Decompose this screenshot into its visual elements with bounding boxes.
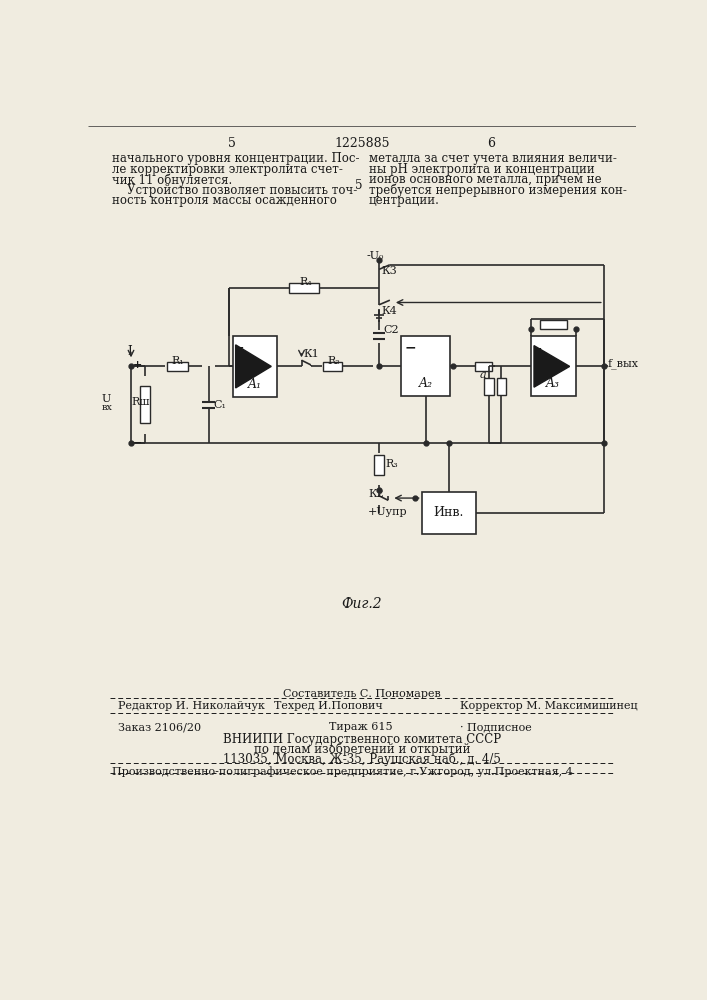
Text: К3: К3 xyxy=(381,266,397,276)
Text: A₁: A₁ xyxy=(248,378,262,391)
Text: C2: C2 xyxy=(383,325,399,335)
Text: +Uупр: +Uупр xyxy=(368,507,407,517)
Bar xyxy=(497,378,506,395)
Text: металла за счет учета влияния величи-: металла за счет учета влияния величи- xyxy=(369,152,617,165)
Text: · Подписное: · Подписное xyxy=(460,722,532,732)
Text: Rш: Rш xyxy=(131,397,149,407)
Text: К1: К1 xyxy=(303,349,319,359)
Text: К2: К2 xyxy=(368,489,384,499)
Text: R₃: R₃ xyxy=(385,459,398,469)
Polygon shape xyxy=(235,345,271,388)
Polygon shape xyxy=(534,346,570,387)
Text: 113035, Москва, Ж-35, Раушская наб., д. 4/5: 113035, Москва, Ж-35, Раушская наб., д. … xyxy=(223,753,501,766)
Text: C₁: C₁ xyxy=(213,400,226,410)
Text: Составитель С. Пономарев: Составитель С. Пономарев xyxy=(283,689,441,699)
Text: чик 11 обнуляется.: чик 11 обнуляется. xyxy=(112,173,232,187)
Text: ВНИИПИ Государственного комитета СССР: ВНИИПИ Государственного комитета СССР xyxy=(223,733,501,746)
Bar xyxy=(540,320,567,329)
Bar xyxy=(323,362,342,371)
Bar xyxy=(140,386,150,423)
Text: Редактор И. Николайчук: Редактор И. Николайчук xyxy=(118,701,264,711)
Text: −: − xyxy=(234,342,245,355)
Text: ность контроля массы осажденного: ность контроля массы осажденного xyxy=(112,194,337,207)
Text: Корректор М. Максимишинец: Корректор М. Максимишинец xyxy=(460,701,638,711)
Text: ле корректировки электролита счет-: ле корректировки электролита счет- xyxy=(112,163,342,176)
Text: a: a xyxy=(480,370,486,380)
Text: −: − xyxy=(532,343,542,354)
Text: Инв.: Инв. xyxy=(433,506,464,519)
Text: A₃: A₃ xyxy=(547,377,561,390)
Text: Устройство позволяет повысить точ-: Устройство позволяет повысить точ- xyxy=(112,184,357,197)
Text: ионов основного металла, причем не: ионов основного металла, причем не xyxy=(369,173,602,186)
Text: +: + xyxy=(532,365,542,376)
Text: 6: 6 xyxy=(487,137,496,150)
Text: -U₀: -U₀ xyxy=(366,251,384,261)
Bar xyxy=(233,336,277,397)
Text: U: U xyxy=(102,394,111,404)
Text: R₂: R₂ xyxy=(327,356,339,366)
Text: 5: 5 xyxy=(228,137,235,150)
Text: по делам изобретений и открытий: по делам изобретений и открытий xyxy=(254,743,470,756)
Text: Производственно-полиграфическое предприятие, г.Ужгород, ул.Проектная, 4: Производственно-полиграфическое предприя… xyxy=(112,766,573,777)
Text: 1225885: 1225885 xyxy=(334,137,390,150)
Text: −: − xyxy=(134,436,143,447)
Bar xyxy=(289,283,319,293)
Text: требуется непрерывного измерения кон-: требуется непрерывного измерения кон- xyxy=(369,184,627,197)
Text: К4: К4 xyxy=(381,306,397,316)
Text: ны pH электролита и концентрации: ны pH электролита и концентрации xyxy=(369,163,595,176)
Text: f_вых: f_вых xyxy=(607,358,638,369)
Text: Фиг.2: Фиг.2 xyxy=(341,597,382,611)
Text: A₂: A₂ xyxy=(419,377,433,390)
Text: +: + xyxy=(134,359,143,370)
Text: R₄: R₄ xyxy=(299,277,312,287)
Bar xyxy=(475,362,492,371)
Text: 5: 5 xyxy=(355,179,363,192)
Text: Техред И.Попович: Техред И.Попович xyxy=(274,701,383,711)
Bar xyxy=(402,336,450,396)
Text: Заказ 2106/20: Заказ 2106/20 xyxy=(118,722,201,732)
Bar xyxy=(531,336,575,396)
Text: центрации.: центрации. xyxy=(369,194,440,207)
Text: −: − xyxy=(404,340,416,354)
Text: начального уровня концентрации. Пос-: начального уровня концентрации. Пос- xyxy=(112,152,359,165)
Text: вх: вх xyxy=(102,403,112,412)
Text: I: I xyxy=(127,345,132,358)
Bar xyxy=(374,455,384,475)
Bar xyxy=(167,362,188,371)
Bar xyxy=(421,492,476,534)
Bar xyxy=(484,378,493,395)
Text: Тираж 615: Тираж 615 xyxy=(329,722,392,732)
Text: R₁: R₁ xyxy=(171,356,184,366)
